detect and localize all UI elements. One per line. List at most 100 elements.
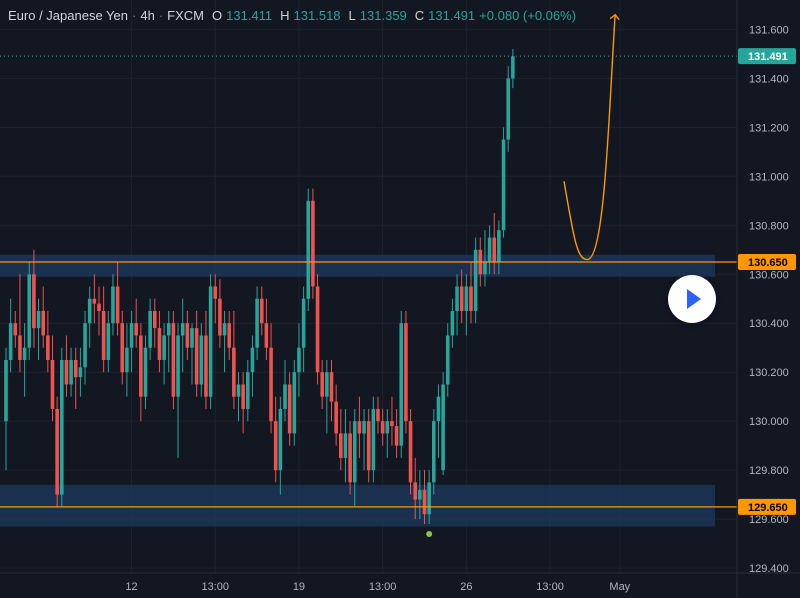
candle-body: [134, 323, 138, 336]
last-price-tag-bg: [738, 48, 796, 65]
candle-body: [473, 249, 478, 311]
low-label: L: [348, 8, 356, 23]
change-value: +0.080 (+0.06%): [479, 8, 577, 23]
candle-body: [8, 323, 13, 360]
candle-body: [139, 335, 143, 397]
candle-body: [259, 298, 264, 324]
candle-body: [501, 139, 506, 231]
candle-body: [459, 286, 464, 311]
candle-body: [422, 489, 427, 515]
candle-body: [241, 384, 245, 409]
candle-body: [283, 384, 287, 409]
candle-body: [320, 372, 324, 397]
candle-body: [101, 310, 106, 360]
candle-body: [190, 328, 194, 348]
candle-body: [208, 286, 213, 397]
candle-body: [120, 323, 125, 373]
price-tick-label: 130.200: [749, 367, 789, 379]
candle-body: [106, 323, 111, 360]
price-tick-label: 129.600: [749, 514, 789, 526]
candle-body: [185, 323, 190, 348]
candle-body: [311, 200, 315, 287]
candle-body: [399, 323, 404, 446]
candle-body: [511, 56, 515, 79]
candle-body: [41, 310, 45, 336]
candle-body: [69, 359, 73, 385]
candle-body: [87, 298, 92, 324]
time-tick-label: 13:00: [536, 581, 564, 593]
exchange: FXCM: [167, 8, 204, 23]
candle-body: [394, 426, 399, 446]
candle-body: [408, 421, 413, 483]
candle-body: [162, 335, 166, 360]
candle-body: [334, 401, 338, 434]
price-tick-label: 130.400: [749, 318, 789, 330]
price-tick-label: 129.800: [749, 465, 789, 477]
candle-body: [273, 421, 278, 471]
candle-body: [60, 359, 64, 495]
candle-body: [297, 347, 301, 373]
play-button[interactable]: [668, 275, 716, 323]
candle-body: [404, 323, 408, 422]
time-tick-label: 19: [293, 581, 305, 593]
projection-arrowhead: [609, 13, 620, 21]
candle-body: [278, 408, 283, 471]
candle-body: [329, 372, 334, 402]
candle-body: [166, 323, 171, 336]
candle-body: [18, 335, 22, 360]
low-marker-dot: [426, 531, 433, 538]
candle-body: [362, 421, 366, 434]
open-value: 131.411: [226, 8, 273, 23]
time-tick-label: May: [609, 581, 630, 593]
level-lines: [0, 55, 737, 508]
price-tick-label: 129.400: [749, 563, 789, 575]
low-value: 131.359: [359, 8, 407, 23]
candle-body: [129, 323, 134, 348]
candle-body: [157, 328, 162, 360]
level-price-tag-bg: [738, 498, 796, 515]
candle-body: [227, 323, 231, 348]
candle-body: [194, 328, 199, 385]
candle-body: [292, 372, 297, 434]
candle-body: [450, 310, 455, 336]
price-tick-label: 130.800: [749, 220, 789, 232]
interval: 4h: [140, 8, 155, 23]
candle-body: [469, 286, 473, 311]
candle-body: [171, 323, 176, 397]
projection-path: [563, 13, 620, 261]
zone-rect: [0, 254, 715, 277]
time-axis: 12 13:00 19 13:00 26 13:00 May: [0, 572, 800, 593]
candle-body: [115, 286, 120, 324]
candle-body: [50, 359, 55, 409]
candle-body: [306, 200, 311, 299]
price-tick-label: 131.200: [749, 122, 789, 134]
candle-body: [483, 262, 487, 275]
candle-body: [27, 274, 32, 348]
candle-body: [176, 335, 180, 397]
price-axis: 131.600 131.400 131.200 131.000 130.800 130.6…: [736, 0, 796, 598]
close-label: C: [414, 8, 425, 23]
candle-body: [352, 421, 357, 483]
candle-body: [32, 274, 36, 329]
price-tick-label: 130.600: [749, 269, 789, 281]
price-tick-label: 131.400: [749, 73, 789, 85]
candle-body: [143, 347, 148, 397]
candle-body: [36, 310, 41, 329]
open-label: O: [212, 8, 223, 23]
candle-body: [218, 298, 222, 336]
price-tick-label: 131.600: [749, 24, 789, 36]
candle-body: [213, 286, 218, 299]
candle-body: [436, 396, 441, 422]
candle-body: [250, 347, 255, 373]
high-value: 131.518: [293, 8, 341, 23]
candle-body: [4, 359, 8, 422]
candle-body: [55, 408, 59, 495]
candle-body: [315, 286, 320, 373]
candle-body: [348, 433, 352, 483]
candle-body: [325, 372, 329, 397]
candle-body: [390, 421, 394, 427]
candle-body: [148, 310, 152, 348]
symbol-legend: Euro / Japanese Yen · 4h · FXCM O 131.411…: [8, 8, 576, 23]
candle-body: [343, 433, 348, 458]
